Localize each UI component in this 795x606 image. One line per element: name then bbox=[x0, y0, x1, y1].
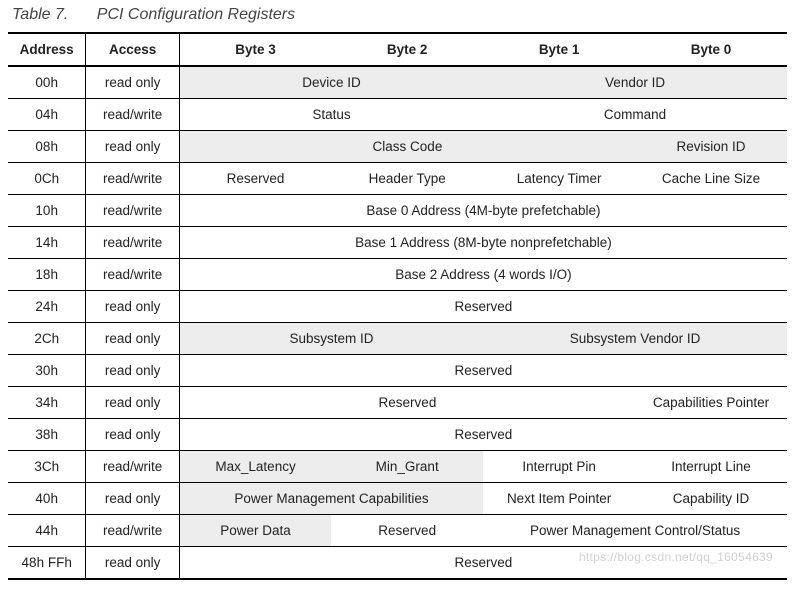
table-row: 14h read/write Base 1 Address (8M-byte n… bbox=[8, 227, 787, 259]
cell-address: 10h bbox=[8, 195, 86, 227]
cell-address: 34h bbox=[8, 387, 86, 419]
cell-access: read only bbox=[86, 483, 179, 515]
table-row: 3Ch read/write Max_Latency Min_Grant Int… bbox=[8, 451, 787, 483]
cell-base2: Base 2 Address (4 words I/O) bbox=[179, 259, 787, 291]
cell-access: read only bbox=[86, 387, 179, 419]
cell-pm-capabilities: Power Management Capabilities bbox=[179, 483, 483, 515]
table-row: 48h FFh read only Reserved bbox=[8, 547, 787, 580]
table-row: 08h read only Class Code Revision ID bbox=[8, 131, 787, 163]
cell-latency-timer: Latency Timer bbox=[483, 163, 635, 195]
cell-vendor-id: Vendor ID bbox=[483, 66, 787, 99]
cell-address: 04h bbox=[8, 99, 86, 131]
cell-address: 00h bbox=[8, 66, 86, 99]
cell-revision-id: Revision ID bbox=[635, 131, 787, 163]
cell-address: 40h bbox=[8, 483, 86, 515]
table-row: 0Ch read/write Reserved Header Type Late… bbox=[8, 163, 787, 195]
cell-address: 48h FFh bbox=[8, 547, 86, 580]
table-row: 40h read only Power Management Capabilit… bbox=[8, 483, 787, 515]
col-address: Address bbox=[8, 33, 86, 66]
cell-address: 44h bbox=[8, 515, 86, 547]
cell-capability-id: Capability ID bbox=[635, 483, 787, 515]
cell-address: 24h bbox=[8, 291, 86, 323]
cell-access: read/write bbox=[86, 163, 179, 195]
cell-access: read only bbox=[86, 131, 179, 163]
cell-access: read only bbox=[86, 323, 179, 355]
cell-power-data: Power Data bbox=[179, 515, 331, 547]
cell-subsystem-id: Subsystem ID bbox=[179, 323, 483, 355]
cell-cache-line-size: Cache Line Size bbox=[635, 163, 787, 195]
table-header-row: Address Access Byte 3 Byte 2 Byte 1 Byte… bbox=[8, 33, 787, 66]
table-title: PCI Configuration Registers bbox=[97, 6, 295, 23]
cell-capabilities-pointer: Capabilities Pointer bbox=[635, 387, 787, 419]
cell-address: 08h bbox=[8, 131, 86, 163]
cell-access: read only bbox=[86, 419, 179, 451]
cell-base0: Base 0 Address (4M-byte prefetchable) bbox=[179, 195, 787, 227]
table-row: 2Ch read only Subsystem ID Subsystem Ven… bbox=[8, 323, 787, 355]
cell-status: Status bbox=[179, 99, 483, 131]
cell-subsystem-vendor-id: Subsystem Vendor ID bbox=[483, 323, 787, 355]
cell-class-code: Class Code bbox=[179, 131, 635, 163]
cell-reserved: Reserved bbox=[179, 163, 331, 195]
cell-reserved: Reserved bbox=[179, 355, 787, 387]
cell-address: 2Ch bbox=[8, 323, 86, 355]
cell-address: 30h bbox=[8, 355, 86, 387]
col-byte1: Byte 1 bbox=[483, 33, 635, 66]
cell-reserved: Reserved bbox=[179, 547, 787, 580]
cell-address: 14h bbox=[8, 227, 86, 259]
col-byte2: Byte 2 bbox=[331, 33, 483, 66]
cell-access: read only bbox=[86, 547, 179, 580]
cell-device-id: Device ID bbox=[179, 66, 483, 99]
cell-address: 0Ch bbox=[8, 163, 86, 195]
cell-max-latency: Max_Latency bbox=[179, 451, 331, 483]
cell-reserved: Reserved bbox=[331, 515, 483, 547]
table-row: 00h read only Device ID Vendor ID bbox=[8, 66, 787, 99]
cell-access: read only bbox=[86, 291, 179, 323]
table-row: 18h read/write Base 2 Address (4 words I… bbox=[8, 259, 787, 291]
cell-reserved: Reserved bbox=[179, 419, 787, 451]
col-access: Access bbox=[86, 33, 179, 66]
cell-base1: Base 1 Address (8M-byte nonprefetchable) bbox=[179, 227, 787, 259]
cell-interrupt-pin: Interrupt Pin bbox=[483, 451, 635, 483]
table-row: 10h read/write Base 0 Address (4M-byte p… bbox=[8, 195, 787, 227]
cell-access: read/write bbox=[86, 259, 179, 291]
cell-address: 18h bbox=[8, 259, 86, 291]
col-byte0: Byte 0 bbox=[635, 33, 787, 66]
cell-access: read/write bbox=[86, 99, 179, 131]
table-caption: Table 7. PCI Configuration Registers bbox=[8, 4, 787, 32]
col-byte3: Byte 3 bbox=[179, 33, 331, 66]
cell-access: read/write bbox=[86, 227, 179, 259]
cell-header-type: Header Type bbox=[331, 163, 483, 195]
cell-address: 38h bbox=[8, 419, 86, 451]
cell-access: read only bbox=[86, 355, 179, 387]
cell-next-item-pointer: Next Item Pointer bbox=[483, 483, 635, 515]
cell-min-grant: Min_Grant bbox=[331, 451, 483, 483]
table-number: Table 7. bbox=[12, 6, 68, 23]
table-row: 38h read only Reserved bbox=[8, 419, 787, 451]
cell-access: read/write bbox=[86, 515, 179, 547]
pci-config-table: Address Access Byte 3 Byte 2 Byte 1 Byte… bbox=[8, 32, 787, 580]
cell-interrupt-line: Interrupt Line bbox=[635, 451, 787, 483]
table-row: 44h read/write Power Data Reserved Power… bbox=[8, 515, 787, 547]
table-row: 30h read only Reserved bbox=[8, 355, 787, 387]
table-row: 24h read only Reserved bbox=[8, 291, 787, 323]
cell-access: read only bbox=[86, 66, 179, 99]
cell-command: Command bbox=[483, 99, 787, 131]
table-row: 34h read only Reserved Capabilities Poin… bbox=[8, 387, 787, 419]
cell-reserved: Reserved bbox=[179, 387, 635, 419]
table-row: 04h read/write Status Command bbox=[8, 99, 787, 131]
cell-access: read/write bbox=[86, 451, 179, 483]
cell-reserved: Reserved bbox=[179, 291, 787, 323]
cell-pm-control-status: Power Management Control/Status bbox=[483, 515, 787, 547]
cell-access: read/write bbox=[86, 195, 179, 227]
cell-address: 3Ch bbox=[8, 451, 86, 483]
